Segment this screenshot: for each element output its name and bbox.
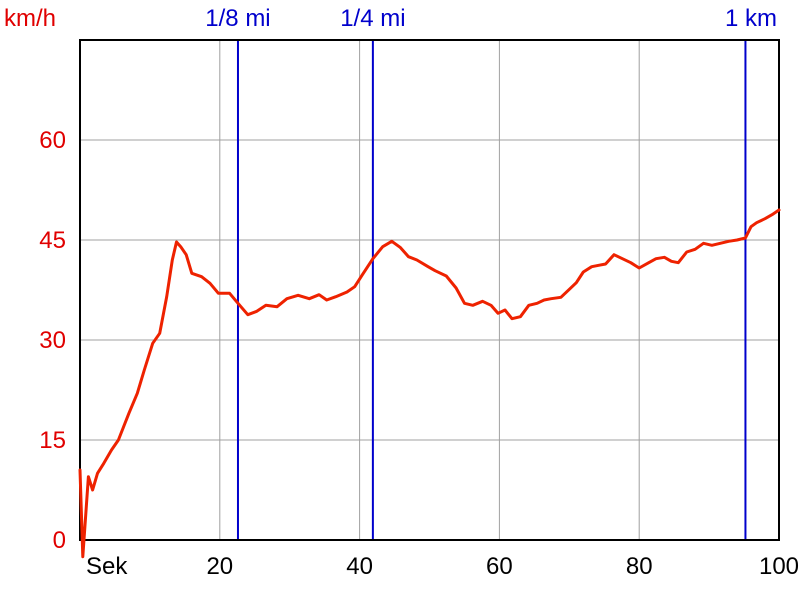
- distance-marker-label: 1 km: [725, 5, 777, 32]
- plot-frame: [79, 39, 780, 541]
- distance-marker-label: 1/8 mi: [205, 5, 270, 32]
- grid: [80, 40, 779, 540]
- y-axis-label: km/h: [4, 5, 56, 32]
- x-tick-label: 20: [206, 553, 233, 580]
- y-tick-label: 0: [53, 527, 66, 554]
- x-tick-label: 80: [626, 553, 653, 580]
- y-tick-label: 15: [39, 427, 66, 454]
- x-tick-labels: 20 40 60 80 100: [206, 553, 799, 580]
- speed-series-line: [78, 208, 781, 559]
- x-tick-label: 60: [486, 553, 513, 580]
- distance-marker-label: 1/4 mi: [340, 5, 405, 32]
- y-tick-label: 30: [39, 327, 66, 354]
- y-tick-label: 60: [39, 127, 66, 154]
- x-tick-label: 100: [759, 553, 799, 580]
- x-tick-label: 40: [346, 553, 373, 580]
- series-layer: [78, 208, 781, 559]
- y-tick-labels: 0 15 30 45 60: [39, 127, 66, 554]
- y-tick-label: 45: [39, 227, 66, 254]
- x-axis-label: Sek: [86, 553, 128, 580]
- distance-markers: 1/8 mi 1/4 mi 1 km: [205, 5, 777, 540]
